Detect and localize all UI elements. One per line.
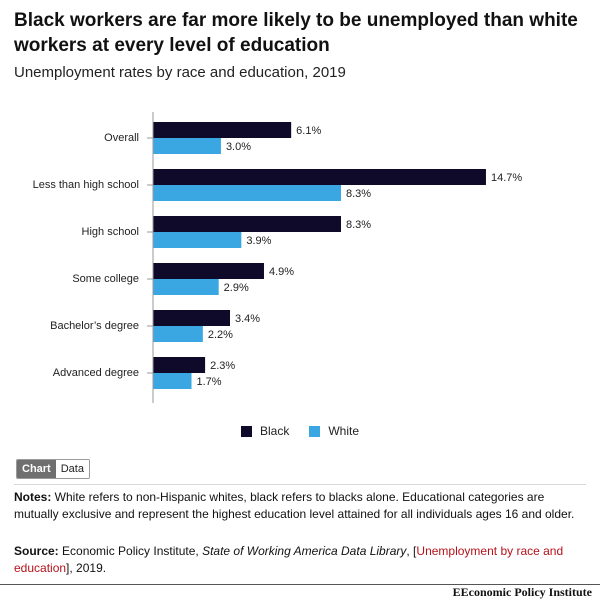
- category-label-bachelor-s-degree: Bachelor’s degree: [50, 320, 139, 332]
- data-label-black-bachelor-s-degree: 3.4%: [235, 313, 260, 325]
- bar-white-some-college: [153, 279, 219, 295]
- divider: [14, 484, 586, 485]
- footer-credit: EEconomic Policy Institute: [453, 585, 592, 600]
- category-label-high-school: High school: [82, 226, 139, 238]
- bar-black-bachelor-s-degree: [153, 310, 231, 326]
- source-link[interactable]: Unemployment by race and education: [14, 544, 564, 575]
- legend-swatch-white: [309, 425, 321, 437]
- notes: Notes: White refers to non-Hispanic whit…: [14, 489, 588, 523]
- bar-black-advanced-degree: [153, 357, 206, 373]
- data-label-black-advanced-degree: 2.3%: [210, 360, 235, 372]
- data-label-white-overall: 3.0%: [226, 141, 251, 153]
- legend-item-black: Black: [240, 424, 290, 438]
- bar-white-less-than-high-school: [153, 185, 341, 201]
- data-label-white-some-college: 2.9%: [224, 282, 249, 294]
- source-separator: , [: [406, 544, 417, 558]
- data-label-white-high-school: 3.9%: [246, 235, 271, 247]
- source-label: Source:: [14, 544, 59, 558]
- data-label-black-less-than-high-school: 14.7%: [491, 172, 522, 184]
- legend-label-black: Black: [259, 424, 290, 438]
- bar-white-high-school: [153, 232, 242, 248]
- bar-black-some-college: [153, 263, 264, 279]
- source-org: Economic Policy Institute,: [58, 544, 203, 558]
- data-tab[interactable]: Data: [55, 460, 89, 478]
- legend-swatch-black: [240, 425, 252, 437]
- source: Source: Economic Policy Institute, State…: [14, 543, 588, 577]
- footer-line: [0, 584, 600, 585]
- footer-logo-mark: E: [452, 585, 461, 599]
- bar-chart: Overall 6.1% 3.0% Less than high school 14.7…: [33, 112, 522, 403]
- bar-black-high-school: [153, 216, 341, 232]
- data-label-black-some-college: 4.9%: [269, 266, 294, 278]
- category-label-advanced-degree: Advanced degree: [53, 367, 139, 379]
- legend-item-white: White: [309, 424, 359, 438]
- notes-label: Notes:: [14, 490, 52, 504]
- data-label-white-advanced-degree: 1.7%: [197, 376, 222, 388]
- chart-data-toggle: Chart Data: [16, 459, 90, 479]
- category-label-overall: Overall: [104, 132, 139, 144]
- data-label-white-less-than-high-school: 8.3%: [346, 188, 371, 200]
- source-publication: State of Working America Data Library: [202, 544, 407, 558]
- data-label-white-bachelor-s-degree: 2.2%: [208, 329, 233, 341]
- footer-text: Economic Policy Institute: [460, 585, 592, 599]
- source-end: ], 2019.: [66, 561, 107, 575]
- bar-white-bachelor-s-degree: [153, 326, 203, 342]
- chart-tab[interactable]: Chart: [17, 460, 56, 478]
- chart-legend: Black White: [0, 424, 600, 438]
- legend-label-white: White: [328, 424, 360, 438]
- bar-black-less-than-high-school: [153, 169, 486, 185]
- bar-white-advanced-degree: [153, 373, 192, 389]
- chart-subtitle: Unemployment rates by race and education…: [14, 64, 346, 81]
- notes-text: White refers to non-Hispanic whites, bla…: [14, 490, 575, 521]
- bar-black-overall: [153, 122, 292, 138]
- data-label-black-high-school: 8.3%: [346, 219, 371, 231]
- data-label-black-overall: 6.1%: [296, 125, 321, 137]
- chart-title: Black workers are far more likely to be …: [14, 10, 578, 56]
- category-label-less-than-high-school: Less than high school: [33, 179, 139, 191]
- bar-white-overall: [153, 138, 221, 154]
- category-label-some-college: Some college: [72, 273, 139, 285]
